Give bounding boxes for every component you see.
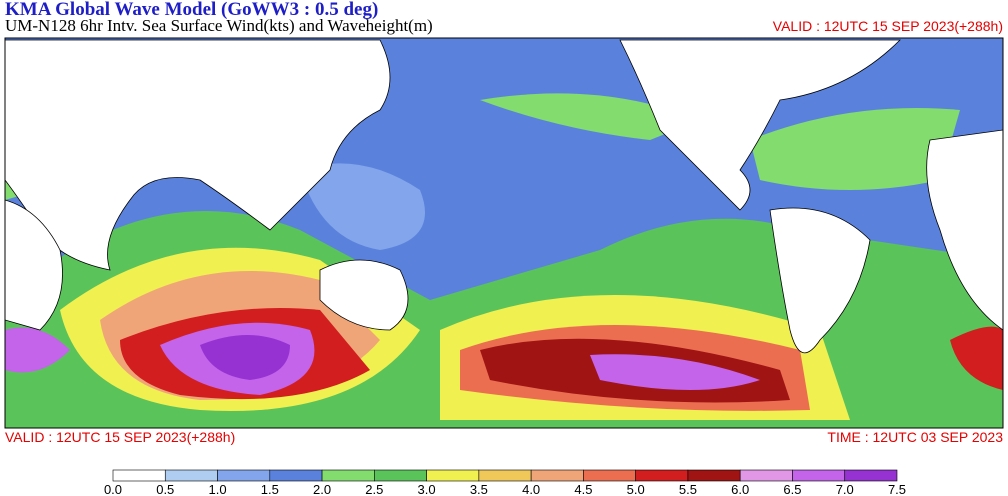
land	[5, 39, 1003, 354]
colorbar-label: 3.5	[470, 482, 488, 496]
colorbar-label: 1.5	[261, 482, 279, 496]
wave-region	[200, 335, 290, 380]
colorbar-label: 2.5	[365, 482, 383, 496]
colorbar-label: 4.5	[574, 482, 592, 496]
colorbar-label: 6.5	[783, 482, 801, 496]
colorbar-label: 5.0	[627, 482, 645, 496]
colorbar-swatch	[269, 469, 323, 482]
subtitle: UM-N128 6hr Intv. Sea Surface Wind(kts) …	[5, 16, 433, 35]
wave-region	[950, 326, 1003, 390]
colorbar-swatch	[164, 469, 218, 482]
colorbar-swatch	[217, 469, 271, 482]
colorbar-label: 7.5	[888, 482, 906, 496]
map	[4, 37, 1004, 429]
time: TIME : 12UTC 03 SEP 2023	[827, 429, 1003, 445]
wave-region	[590, 354, 760, 390]
colorbar-label: 2.0	[313, 482, 331, 496]
title: KMA Global Wave Model (GoWW3 : 0.5 deg)	[5, 0, 378, 20]
colorbar-label: 3.0	[418, 482, 436, 496]
colorbar-swatch	[321, 469, 375, 482]
colorbar-swatch	[112, 469, 166, 482]
colorbar-label: 0.0	[104, 482, 122, 496]
colorbar-swatch	[687, 469, 741, 482]
colorbar-label: 7.0	[836, 482, 854, 496]
colorbar-label: 4.0	[522, 482, 540, 496]
wave-region	[300, 163, 425, 250]
colorbar-label: 0.5	[156, 482, 174, 496]
colorbar: 0.0 0.5 1.0 1.5 2.0 2.5 3.0 3.5 4.0 4.5 5.0 5.5 6.0 6…	[104, 469, 906, 496]
colorbar-swatch	[792, 469, 846, 482]
colorbar-label: 1.0	[208, 482, 226, 496]
colorbar-swatch	[583, 469, 636, 482]
colorbar-swatch	[478, 469, 532, 482]
colorbar-swatch	[374, 469, 427, 482]
colorbar-swatch	[426, 469, 480, 482]
wave-region	[480, 93, 700, 140]
colorbar-swatch	[635, 469, 689, 482]
colorbar-swatch	[739, 469, 793, 482]
valid-top: VALID : 12UTC 15 SEP 2023(+288h)	[773, 18, 1003, 34]
colorbar-label: 6.0	[731, 482, 749, 496]
colorbar-swatch	[530, 469, 584, 482]
colorbar-label: 5.5	[679, 482, 697, 496]
valid-bottom: VALID : 12UTC 15 SEP 2023(+288h)	[5, 429, 235, 445]
wave-region	[750, 108, 960, 190]
colorbar-swatch	[844, 469, 898, 482]
wave-region	[5, 327, 70, 373]
map-frame	[4, 37, 1004, 429]
